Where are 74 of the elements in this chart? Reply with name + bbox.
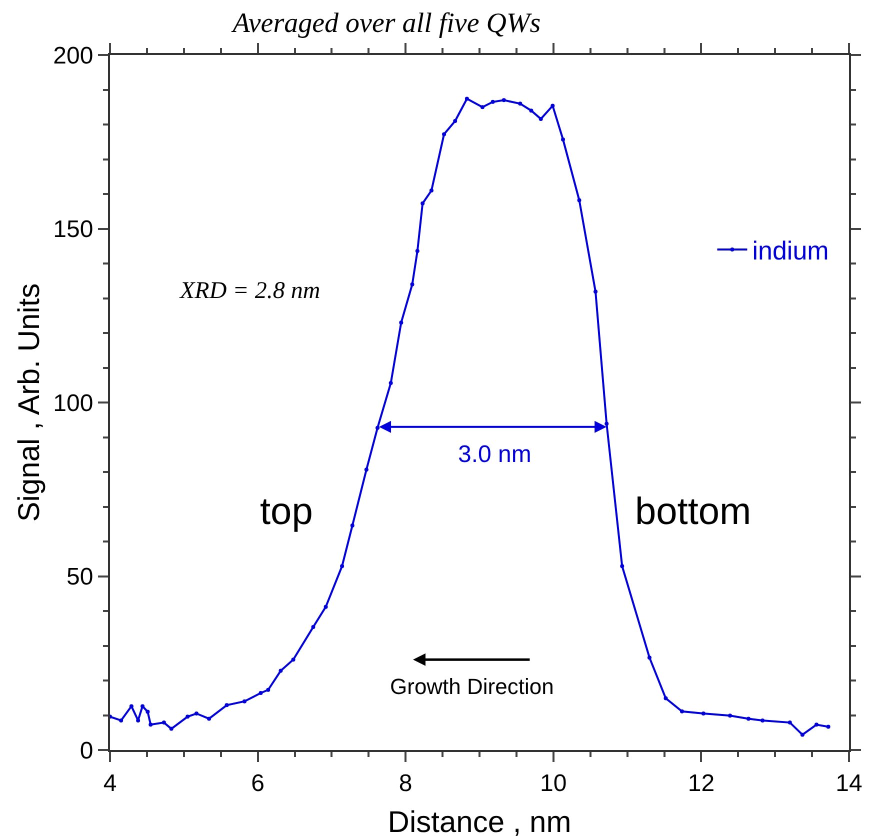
point [169,726,174,731]
point [364,468,368,472]
annotation: bottom [635,491,752,533]
point [258,691,263,696]
point [429,188,434,193]
chart-title: Averaged over all five QWs [230,8,541,40]
point [350,524,354,528]
point [376,426,380,430]
y-axis-title: Signal , Arb. Units [13,283,46,522]
point [194,712,198,716]
point [680,709,684,714]
point [529,108,534,113]
point [814,722,818,727]
point [162,720,166,725]
point [186,714,190,719]
point [647,656,652,660]
point [324,604,328,609]
point [278,668,283,673]
point [490,100,495,104]
point [826,724,830,729]
point [664,696,668,700]
point [538,116,543,121]
point [800,732,804,737]
point [311,624,316,629]
point [760,718,765,722]
point [518,102,522,106]
y-tick-label: 50 [66,564,94,591]
point [746,716,750,721]
point [415,248,420,253]
point [620,564,624,568]
point [561,137,566,142]
point [442,132,446,136]
point [604,422,609,426]
point [242,699,246,704]
y-tick-label: 200 [53,42,94,70]
point [129,704,134,708]
point [148,722,153,727]
point [453,119,458,124]
y-tick-label: 0 [80,737,94,764]
point [420,201,425,206]
point [577,198,582,202]
point [788,720,792,725]
annotation: 3.0 nm [458,441,532,468]
point [224,703,229,708]
point [119,718,124,722]
x-tick-label: 14 [836,770,862,797]
point [207,716,212,721]
x-tick-label: 10 [540,770,567,797]
x-axis-title: Distance , nm [388,806,572,839]
point [291,658,296,662]
point [701,712,706,716]
x-tick-label: 4 [103,770,117,797]
point [464,96,469,101]
x-tick-label: 12 [688,770,715,797]
point [728,714,732,718]
y-tick-label: 150 [53,216,94,244]
annotation: top [260,491,313,533]
point [266,688,270,692]
x-tick-label: 6 [251,770,264,797]
point [146,710,150,714]
point [550,104,555,108]
x-tick-label: 8 [398,770,412,797]
point [502,98,506,102]
annotation: Growth Direction [390,674,554,699]
point [340,564,344,568]
point [399,320,404,325]
point [594,290,598,294]
legend-label: indium [752,236,829,266]
point [140,704,145,708]
point [388,381,393,386]
point [480,105,484,110]
point [410,282,414,286]
y-tick-label: 100 [53,390,94,417]
annotation: XRD = 2.8 nm [179,278,320,304]
